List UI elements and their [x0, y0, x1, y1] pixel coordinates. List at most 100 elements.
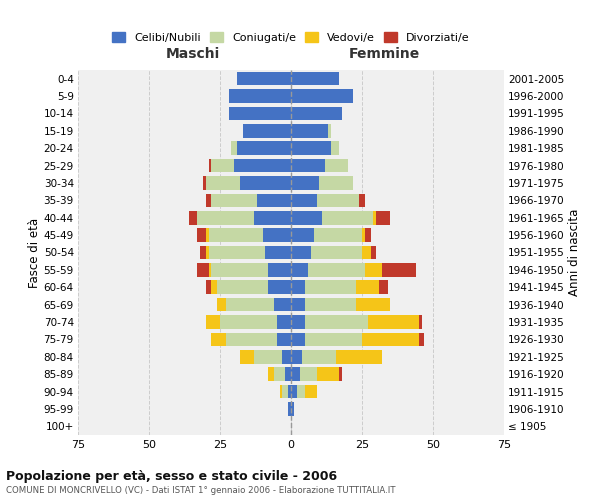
Bar: [209, 246, 265, 260]
Bar: [209, 228, 263, 242]
Bar: [232, 142, 237, 155]
Bar: [206, 194, 211, 207]
Bar: [302, 350, 337, 364]
Bar: [291, 90, 353, 103]
Bar: [189, 211, 197, 224]
Bar: [217, 298, 226, 312]
Bar: [291, 385, 296, 398]
Text: Popolazione per età, sesso e stato civile - 2006: Popolazione per età, sesso e stato civil…: [6, 470, 337, 483]
Bar: [291, 228, 314, 242]
Bar: [291, 142, 331, 155]
Bar: [291, 176, 319, 190]
Bar: [283, 350, 291, 364]
Bar: [291, 315, 305, 329]
Y-axis label: Anni di nascita: Anni di nascita: [568, 209, 581, 296]
Bar: [268, 368, 274, 381]
Text: Maschi: Maschi: [166, 47, 220, 61]
Bar: [362, 246, 371, 260]
Bar: [299, 368, 317, 381]
Bar: [305, 280, 356, 294]
Bar: [274, 368, 286, 381]
Bar: [305, 385, 317, 398]
Bar: [206, 315, 220, 329]
Bar: [257, 194, 291, 207]
Bar: [211, 332, 226, 346]
Bar: [365, 228, 371, 242]
Bar: [209, 159, 211, 172]
Bar: [291, 124, 328, 138]
Bar: [291, 106, 342, 120]
Bar: [197, 228, 206, 242]
Bar: [305, 332, 362, 346]
Bar: [211, 280, 217, 294]
Bar: [308, 263, 365, 276]
Bar: [277, 315, 291, 329]
Bar: [291, 368, 299, 381]
Bar: [254, 211, 291, 224]
Bar: [226, 332, 277, 346]
Bar: [240, 176, 291, 190]
Bar: [319, 176, 353, 190]
Bar: [291, 211, 322, 224]
Bar: [209, 263, 211, 276]
Bar: [268, 263, 291, 276]
Bar: [220, 315, 277, 329]
Bar: [265, 246, 291, 260]
Bar: [328, 124, 331, 138]
Bar: [291, 402, 294, 415]
Bar: [211, 263, 268, 276]
Bar: [291, 246, 311, 260]
Bar: [373, 211, 376, 224]
Bar: [291, 194, 317, 207]
Bar: [291, 72, 339, 86]
Bar: [305, 315, 368, 329]
Bar: [368, 315, 419, 329]
Bar: [296, 385, 305, 398]
Bar: [337, 350, 382, 364]
Bar: [325, 159, 348, 172]
Bar: [305, 298, 356, 312]
Bar: [211, 194, 257, 207]
Bar: [277, 332, 291, 346]
Bar: [379, 280, 388, 294]
Bar: [254, 350, 283, 364]
Y-axis label: Fasce di età: Fasce di età: [28, 218, 41, 288]
Bar: [356, 280, 379, 294]
Bar: [382, 263, 416, 276]
Bar: [226, 298, 274, 312]
Bar: [291, 280, 305, 294]
Bar: [339, 368, 342, 381]
Bar: [291, 263, 308, 276]
Bar: [280, 385, 283, 398]
Bar: [263, 228, 291, 242]
Bar: [229, 106, 291, 120]
Bar: [331, 142, 339, 155]
Bar: [288, 402, 291, 415]
Bar: [229, 90, 291, 103]
Bar: [243, 124, 291, 138]
Text: COMUNE DI MONCRIVELLO (VC) - Dati ISTAT 1° gennaio 2006 - Elaborazione TUTTITALI: COMUNE DI MONCRIVELLO (VC) - Dati ISTAT …: [6, 486, 395, 495]
Bar: [291, 298, 305, 312]
Bar: [356, 298, 391, 312]
Bar: [291, 350, 302, 364]
Bar: [197, 211, 254, 224]
Bar: [200, 246, 206, 260]
Text: Femmine: Femmine: [349, 47, 421, 61]
Bar: [197, 263, 209, 276]
Bar: [274, 298, 291, 312]
Bar: [419, 315, 422, 329]
Bar: [237, 72, 291, 86]
Bar: [311, 246, 362, 260]
Bar: [376, 211, 391, 224]
Bar: [288, 385, 291, 398]
Bar: [371, 246, 376, 260]
Bar: [291, 332, 305, 346]
Bar: [362, 228, 365, 242]
Bar: [206, 280, 211, 294]
Bar: [237, 142, 291, 155]
Bar: [283, 385, 288, 398]
Bar: [419, 332, 424, 346]
Bar: [322, 211, 373, 224]
Bar: [234, 159, 291, 172]
Bar: [268, 280, 291, 294]
